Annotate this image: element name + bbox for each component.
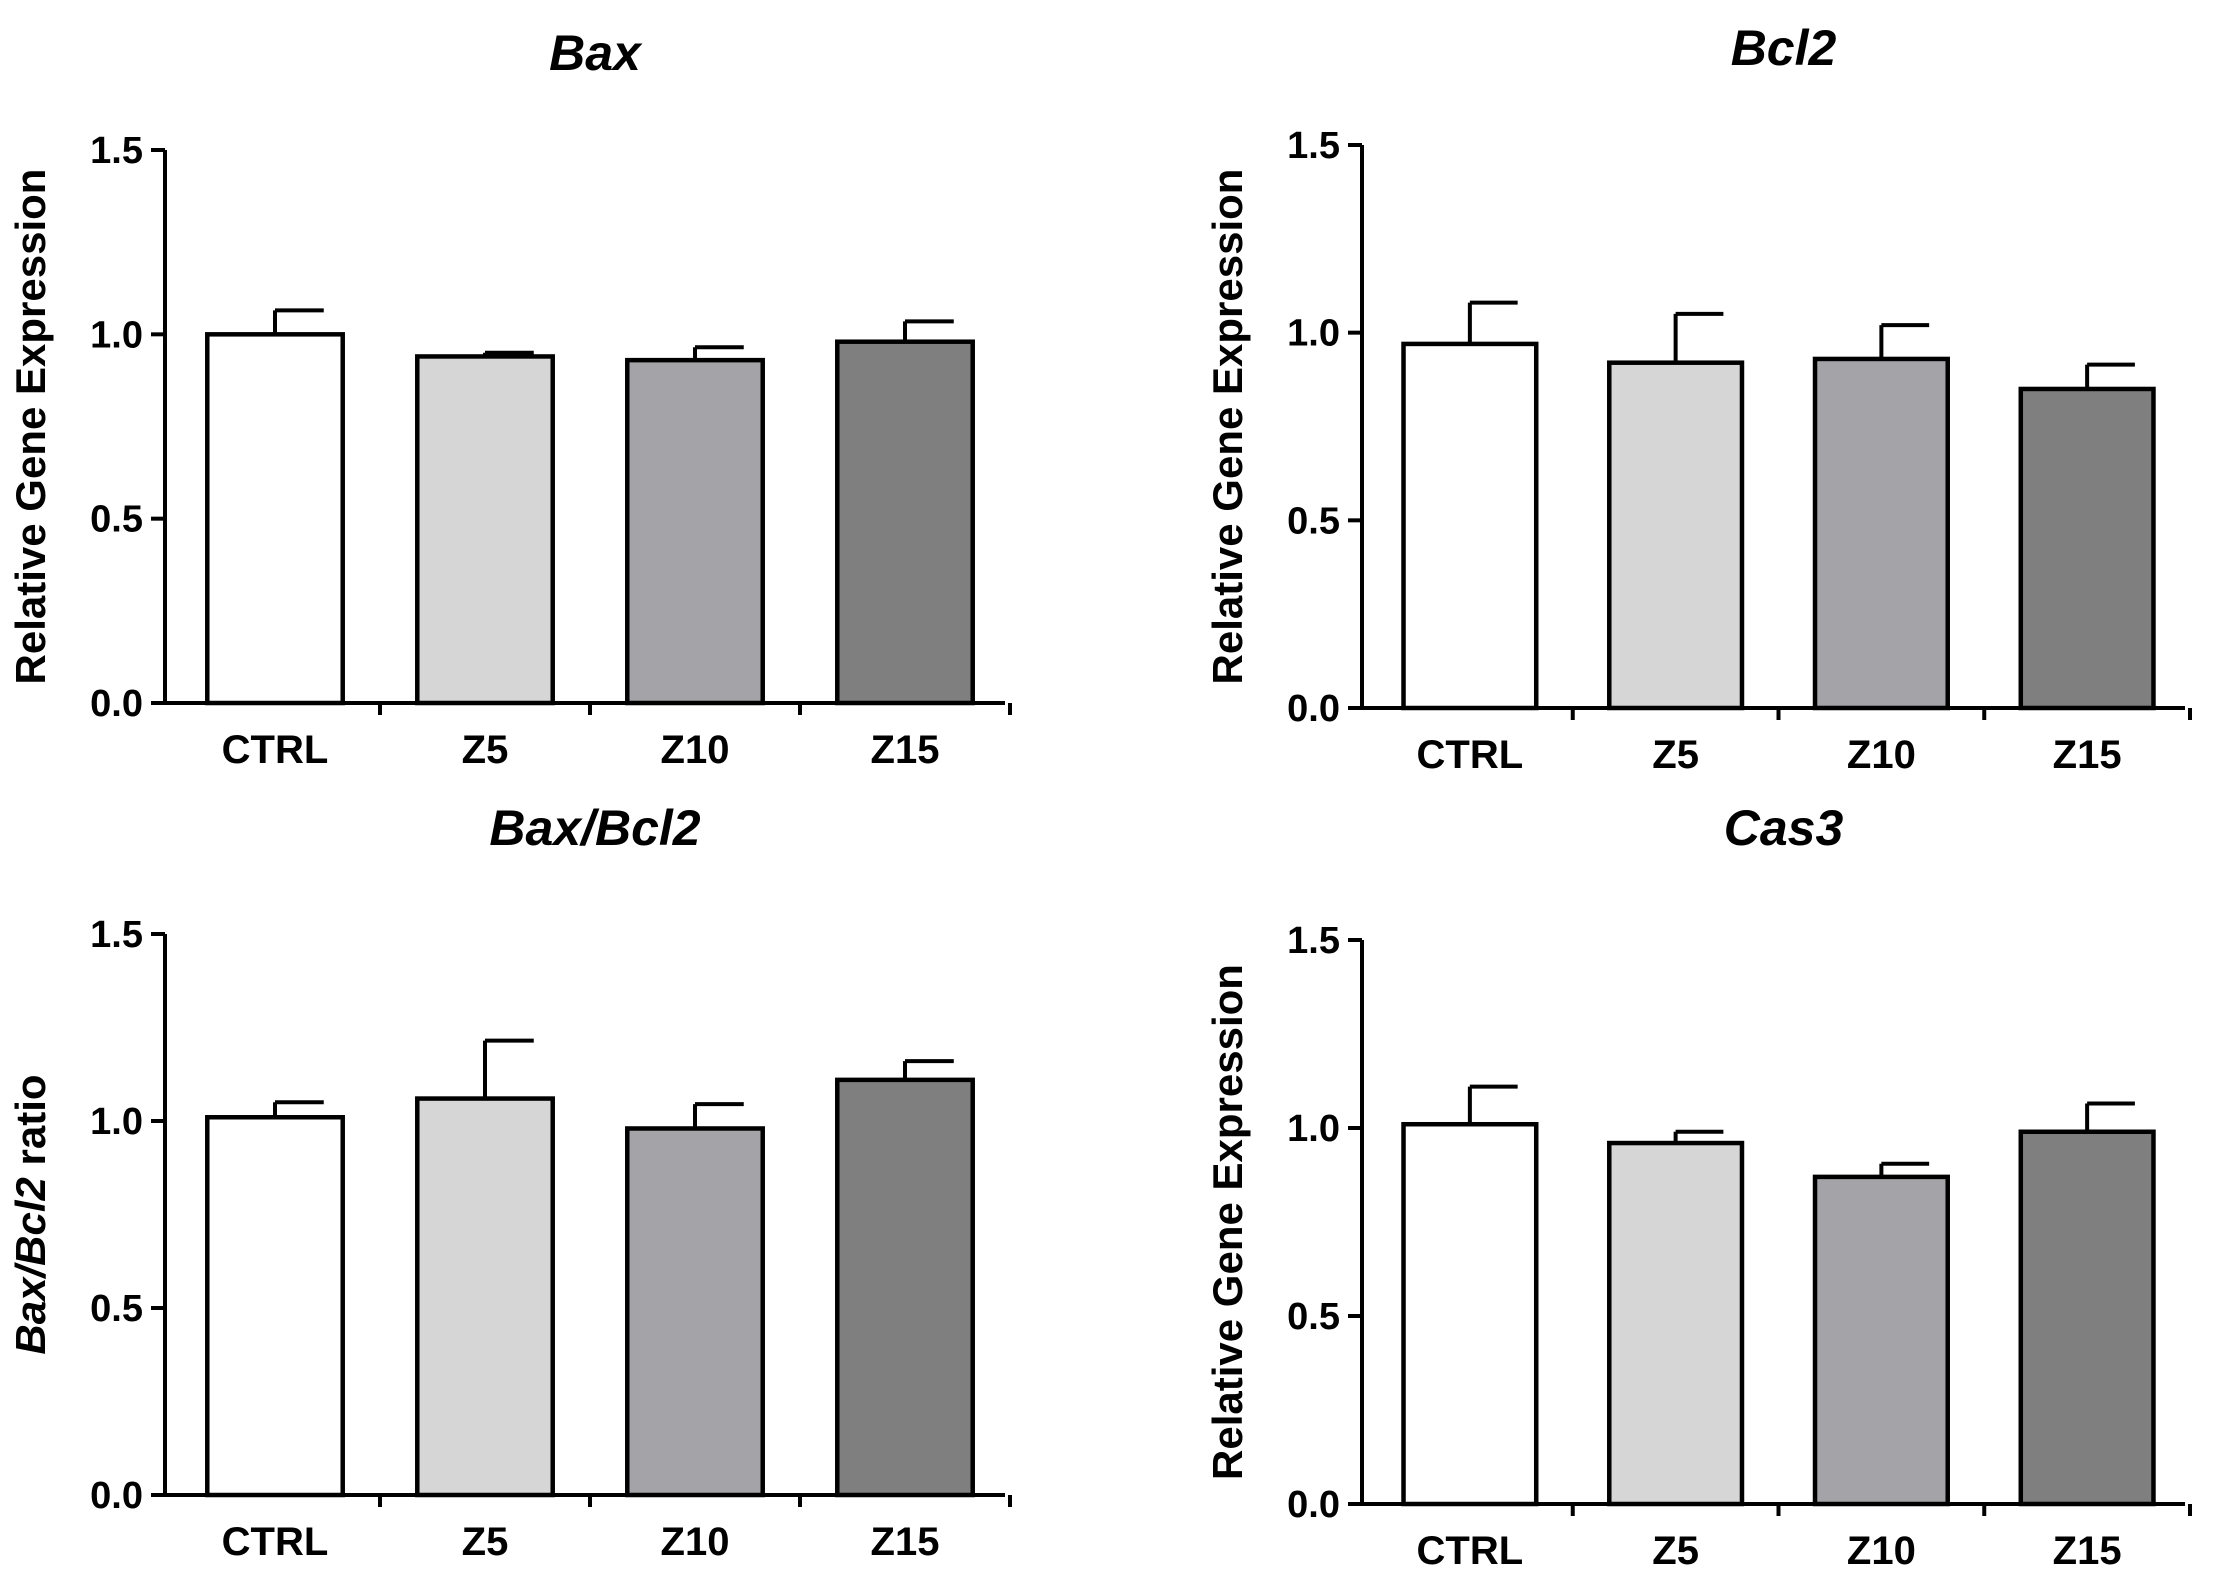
y-axis-label-italic: Bax/Bcl2 — [7, 1177, 54, 1354]
x-tick-label: Z5 — [1652, 733, 1699, 777]
y-tick-label: 0.0 — [1287, 688, 1340, 730]
bar-ctrl — [1401, 1121, 1539, 1507]
x-tick-label: CTRL — [222, 1520, 329, 1564]
x-tick-label: Z5 — [462, 1520, 509, 1564]
chart-panel-bax: Bax Relative Gene Expression CTRL Z5 Z10 Z15 0… — [7, 25, 1012, 772]
error-bar-ctrl — [1467, 1084, 1518, 1125]
error-bar-ctrl — [1467, 300, 1518, 344]
x-tick-label: CTRL — [1417, 1529, 1524, 1573]
y-tick-label: 0.5 — [90, 499, 143, 541]
bar-z5 — [415, 1096, 555, 1498]
error-bar-z10 — [693, 1102, 744, 1129]
y-axis-label-text: Relative Gene Expression — [1204, 169, 1251, 685]
x-tick-label: Z15 — [2053, 1529, 2122, 1573]
error-bar-z10 — [693, 345, 744, 361]
x-tick-label: Z10 — [1847, 733, 1916, 777]
x-tick-label: Z15 — [871, 1520, 940, 1564]
y-tick-label: 0.0 — [1287, 1484, 1340, 1526]
y-tick-label: 1.5 — [1287, 125, 1340, 167]
y-tick-label: 1.5 — [1287, 920, 1340, 962]
y-tick-label: 0.5 — [1287, 500, 1340, 542]
error-bar-ctrl — [273, 308, 324, 335]
y-tick-label: 1.5 — [90, 914, 143, 956]
y-axis-label-text: Relative Gene Expression — [7, 169, 54, 685]
y-tick-label: 1.0 — [90, 314, 143, 356]
chart-title: Cas3 — [1724, 800, 1844, 856]
bar-z15 — [835, 1077, 975, 1498]
error-bar-z15 — [903, 1059, 954, 1080]
chart-panel-cas3: Cas3 Relative Gene Expression CTRL Z5 Z10 Z15… — [1204, 800, 2192, 1573]
x-tick-label: Z5 — [462, 728, 509, 772]
y-axis-label: Relative Gene Expression — [1204, 169, 1251, 685]
y-tick-label: 1.5 — [90, 130, 143, 172]
error-bar-z5 — [1673, 311, 1724, 363]
bar-ctrl — [205, 332, 345, 706]
bar-z5 — [1607, 1140, 1745, 1507]
y-axis-label-text: ratio — [7, 1074, 54, 1177]
y-tick-label: 1.0 — [90, 1101, 143, 1143]
bar-z15 — [2018, 386, 2156, 711]
chart-title: Bcl2 — [1731, 20, 1837, 76]
x-tick-label: Z5 — [1652, 1529, 1699, 1573]
bar-z10 — [1812, 1174, 1950, 1507]
y-tick-label: 0.0 — [90, 683, 143, 725]
y-axis-label: Relative Gene Expression — [7, 169, 54, 685]
error-bar-z5 — [483, 350, 534, 357]
bar-z10 — [625, 357, 765, 706]
x-tick-label: Z10 — [661, 1520, 730, 1564]
bar-z15 — [2018, 1129, 2156, 1507]
y-tick-label: 1.0 — [1287, 313, 1340, 355]
error-bar-z15 — [2085, 1101, 2135, 1132]
error-bar-z5 — [483, 1038, 534, 1099]
bar-z5 — [415, 354, 555, 706]
x-tick-label: Z15 — [2053, 733, 2122, 777]
bar-z5 — [1607, 360, 1745, 711]
bar-z10 — [1812, 356, 1950, 711]
y-axis-label: Relative Gene Expression — [1204, 964, 1251, 1480]
y-tick-label: 0.5 — [90, 1288, 143, 1330]
bar-ctrl — [1401, 341, 1539, 711]
x-tick-label: Z10 — [1847, 1529, 1916, 1573]
bar-z10 — [625, 1126, 765, 1498]
y-tick-label: 1.0 — [1287, 1108, 1340, 1150]
x-tick-label: CTRL — [222, 728, 329, 772]
y-tick-label: 0.0 — [90, 1475, 143, 1517]
y-axis-label-text: Relative Gene Expression — [1204, 964, 1251, 1480]
x-tick-label: CTRL — [1417, 733, 1524, 777]
error-bar-z5 — [1673, 1129, 1724, 1144]
chart-title: Bax — [549, 25, 643, 81]
y-axis-label: Bax/Bcl2 ratio — [7, 1074, 54, 1354]
bar-z15 — [835, 339, 975, 706]
error-bar-z10 — [1879, 1161, 1930, 1177]
x-tick-label: Z15 — [871, 728, 940, 772]
chart-panel-bcl2: Bcl2 Relative Gene Expression CTRL Z5 Z10 Z15… — [1204, 20, 2192, 777]
chart-title: Bax/Bcl2 — [489, 800, 700, 856]
x-tick-label: Z10 — [661, 728, 730, 772]
error-bar-ctrl — [273, 1100, 324, 1118]
error-bar-z15 — [903, 319, 954, 342]
bar-ctrl — [205, 1115, 345, 1498]
y-tick-label: 0.5 — [1287, 1296, 1340, 1338]
error-bar-z15 — [2085, 362, 2135, 389]
error-bar-z10 — [1879, 323, 1930, 359]
